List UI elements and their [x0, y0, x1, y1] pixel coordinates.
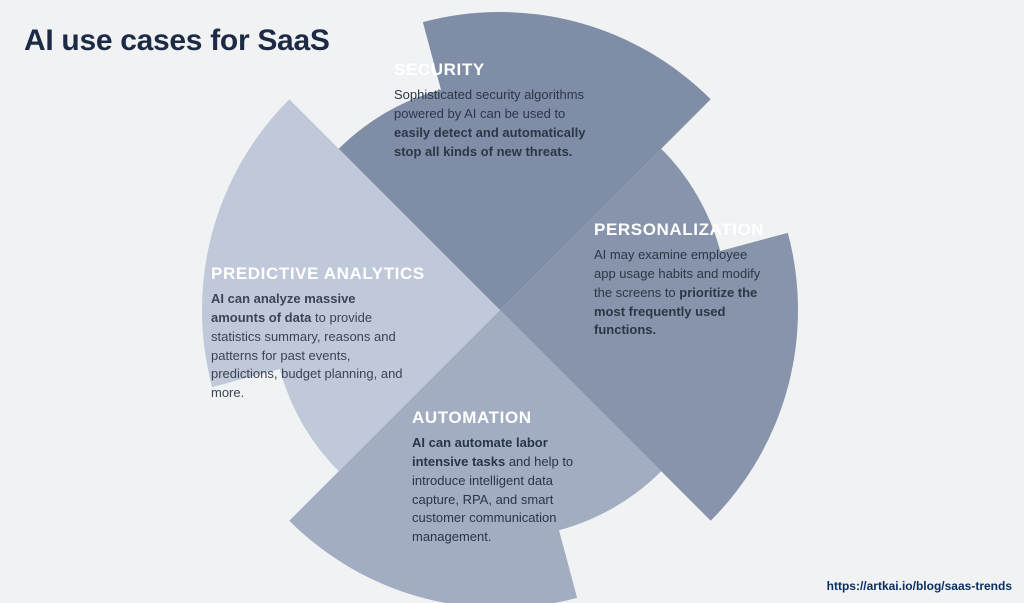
segment-body-personalization: AI may examine employee app usage habits…	[594, 246, 772, 340]
segment-body-pre: Sophisticated security algorithms powere…	[394, 87, 584, 121]
segment-heading-personalization: PERSONALIZATION	[594, 220, 764, 240]
segment-body-predictive: AI can analyze massive amounts of data t…	[211, 290, 407, 403]
source-link[interactable]: https://artkai.io/blog/saas-trends	[827, 579, 1012, 593]
segment-body-bold: easily detect and automatically stop all…	[394, 125, 585, 159]
segment-heading-predictive: PREDICTIVE ANALYTICS	[211, 264, 425, 284]
segment-heading-security: SECURITY	[394, 60, 485, 80]
segment-body-security: Sophisticated security algorithms powere…	[394, 86, 586, 161]
segment-body-automation: AI can automate labor intensive tasks an…	[412, 434, 598, 547]
segment-heading-automation: AUTOMATION	[412, 408, 532, 428]
